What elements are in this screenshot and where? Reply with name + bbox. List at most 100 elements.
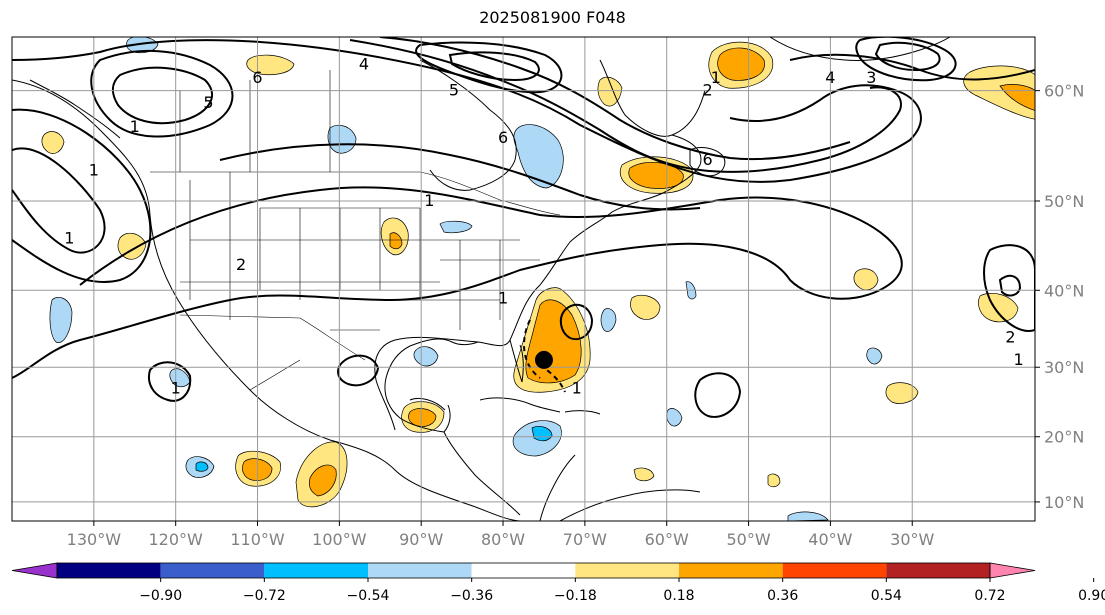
colorbar-outline	[56, 562, 991, 579]
shade-positive-labrador-core	[717, 47, 765, 81]
contour-label: 1	[64, 229, 74, 248]
lon-tick-label: 40°W	[808, 530, 852, 549]
shade-negative-11	[600, 308, 617, 332]
shade-negative-9	[169, 368, 191, 388]
lon-tick-label: 90°W	[399, 530, 443, 549]
shade-negative-1	[513, 124, 564, 189]
lon-tick-label: 70°W	[563, 530, 607, 549]
shade-negative-5	[327, 124, 357, 154]
coastlines	[12, 37, 951, 521]
colorbar-segment	[368, 563, 472, 578]
shade-positive-small-8	[597, 76, 623, 107]
lat-tick-label: 60°N	[1044, 82, 1084, 101]
contour-label: 1	[424, 191, 434, 210]
contour-label: 4	[825, 68, 835, 87]
lat-tick-label: 10°N	[1044, 493, 1084, 512]
colorbar-segment	[57, 563, 161, 578]
colorbar-extend-high	[989, 562, 1036, 579]
coast-cuba	[479, 397, 561, 413]
contour-label: 6	[252, 68, 262, 87]
shade-negative-7	[413, 346, 439, 367]
contour-5	[112, 66, 214, 125]
contour-label: 2	[1005, 328, 1015, 347]
shade-positive-yucatan-core	[408, 408, 437, 427]
colorbar-segment	[679, 563, 783, 578]
contour-label: 1	[89, 161, 99, 180]
coast-labrador	[599, 59, 706, 137]
lat-tick-label: 40°N	[1044, 281, 1084, 300]
contour-2	[12, 108, 152, 283]
lon-tick-label: 60°W	[645, 530, 689, 549]
shade-positive-small-6	[41, 131, 65, 154]
longitude-labels: 130°W 120°W 110°W 100°W 90°W 80°W 70°W 60°W 50°W…	[67, 521, 935, 549]
colorbar-tick-label: −0.54	[347, 588, 390, 604]
shade-positive-small-7	[246, 54, 295, 76]
contour-9	[415, 41, 563, 94]
map-frame	[11, 36, 1036, 522]
colorbar-segment	[575, 563, 679, 578]
coast-hispaniola	[564, 410, 601, 415]
contour-6	[12, 39, 922, 183]
contour-11	[855, 37, 957, 82]
contour-label: 1	[171, 379, 181, 398]
shade-negative-14	[439, 220, 473, 234]
shade-negative-8	[866, 347, 883, 365]
political-borders	[150, 70, 561, 391]
contour-8	[379, 37, 851, 161]
shade-negative-4	[49, 297, 73, 343]
storm-center-dot	[534, 350, 553, 369]
contour-12	[874, 41, 941, 72]
contour-13	[789, 53, 1035, 81]
colorbar-tick-label: −0.90	[139, 588, 182, 604]
lon-tick-label: 50°W	[726, 530, 770, 549]
colorbar-tick-labels: −0.90 −0.72 −0.54 −0.36 −0.18 0.18 0.36 0.54 0.7…	[139, 578, 1105, 604]
shade-positive-greatlakes-core	[389, 232, 403, 250]
colorbar-tick-label: 0.54	[871, 588, 902, 604]
shade-positive-small-1	[630, 294, 661, 320]
contour-18	[694, 372, 742, 418]
colorbar-tick-label: −0.72	[243, 588, 286, 604]
lat-tick-label: 50°N	[1044, 192, 1084, 211]
graticule	[12, 37, 1035, 521]
contour-15	[983, 244, 1035, 332]
contour-19	[337, 354, 380, 387]
lon-tick-label: 30°W	[890, 530, 934, 549]
shaded-field	[41, 37, 1035, 521]
colorbar-tick-label: 0.90	[1078, 588, 1105, 604]
lat-tick-label: 20°N	[1044, 428, 1084, 447]
colorbar-tick-label: 0.36	[767, 588, 798, 604]
contour-20	[148, 361, 192, 402]
coast-central-america	[443, 431, 521, 516]
shade-negative-12	[666, 408, 683, 427]
contour-label: 5	[449, 81, 459, 100]
shade-positive-small-5	[117, 232, 147, 260]
contour-label: 6	[498, 128, 508, 147]
coast-south-america	[559, 489, 701, 521]
colorbar-tick-label: 0.18	[663, 588, 694, 604]
colorbar-tick-label: 0.72	[974, 588, 1005, 604]
colorbar-tick-label: −0.18	[554, 588, 597, 604]
contour-label: 4	[359, 55, 369, 74]
coast-florida	[509, 339, 524, 383]
lon-tick-label: 100°W	[312, 530, 367, 549]
contour-label: 1	[711, 68, 721, 87]
contour-1	[12, 147, 106, 254]
contour-label: 1	[1014, 350, 1024, 369]
shade-positive-small-9	[633, 467, 655, 482]
lon-tick-label: 130°W	[67, 530, 122, 549]
contour-label: 1	[130, 117, 140, 136]
colorbar-segment	[264, 563, 368, 578]
colorbar-segment	[782, 563, 887, 578]
shade-positive-small-4	[853, 268, 879, 291]
contour-label: 3	[866, 68, 876, 87]
lat-tick-label: 30°N	[1044, 358, 1084, 377]
shade-negative-10	[787, 511, 829, 521]
map-title: 2025081900 F048	[479, 8, 626, 27]
shade-positive-small-3	[885, 382, 919, 404]
contour-10	[448, 51, 540, 82]
contour-label: 5	[203, 93, 213, 112]
coast-north-america-west	[12, 79, 521, 521]
contour-label: 1	[572, 379, 582, 398]
